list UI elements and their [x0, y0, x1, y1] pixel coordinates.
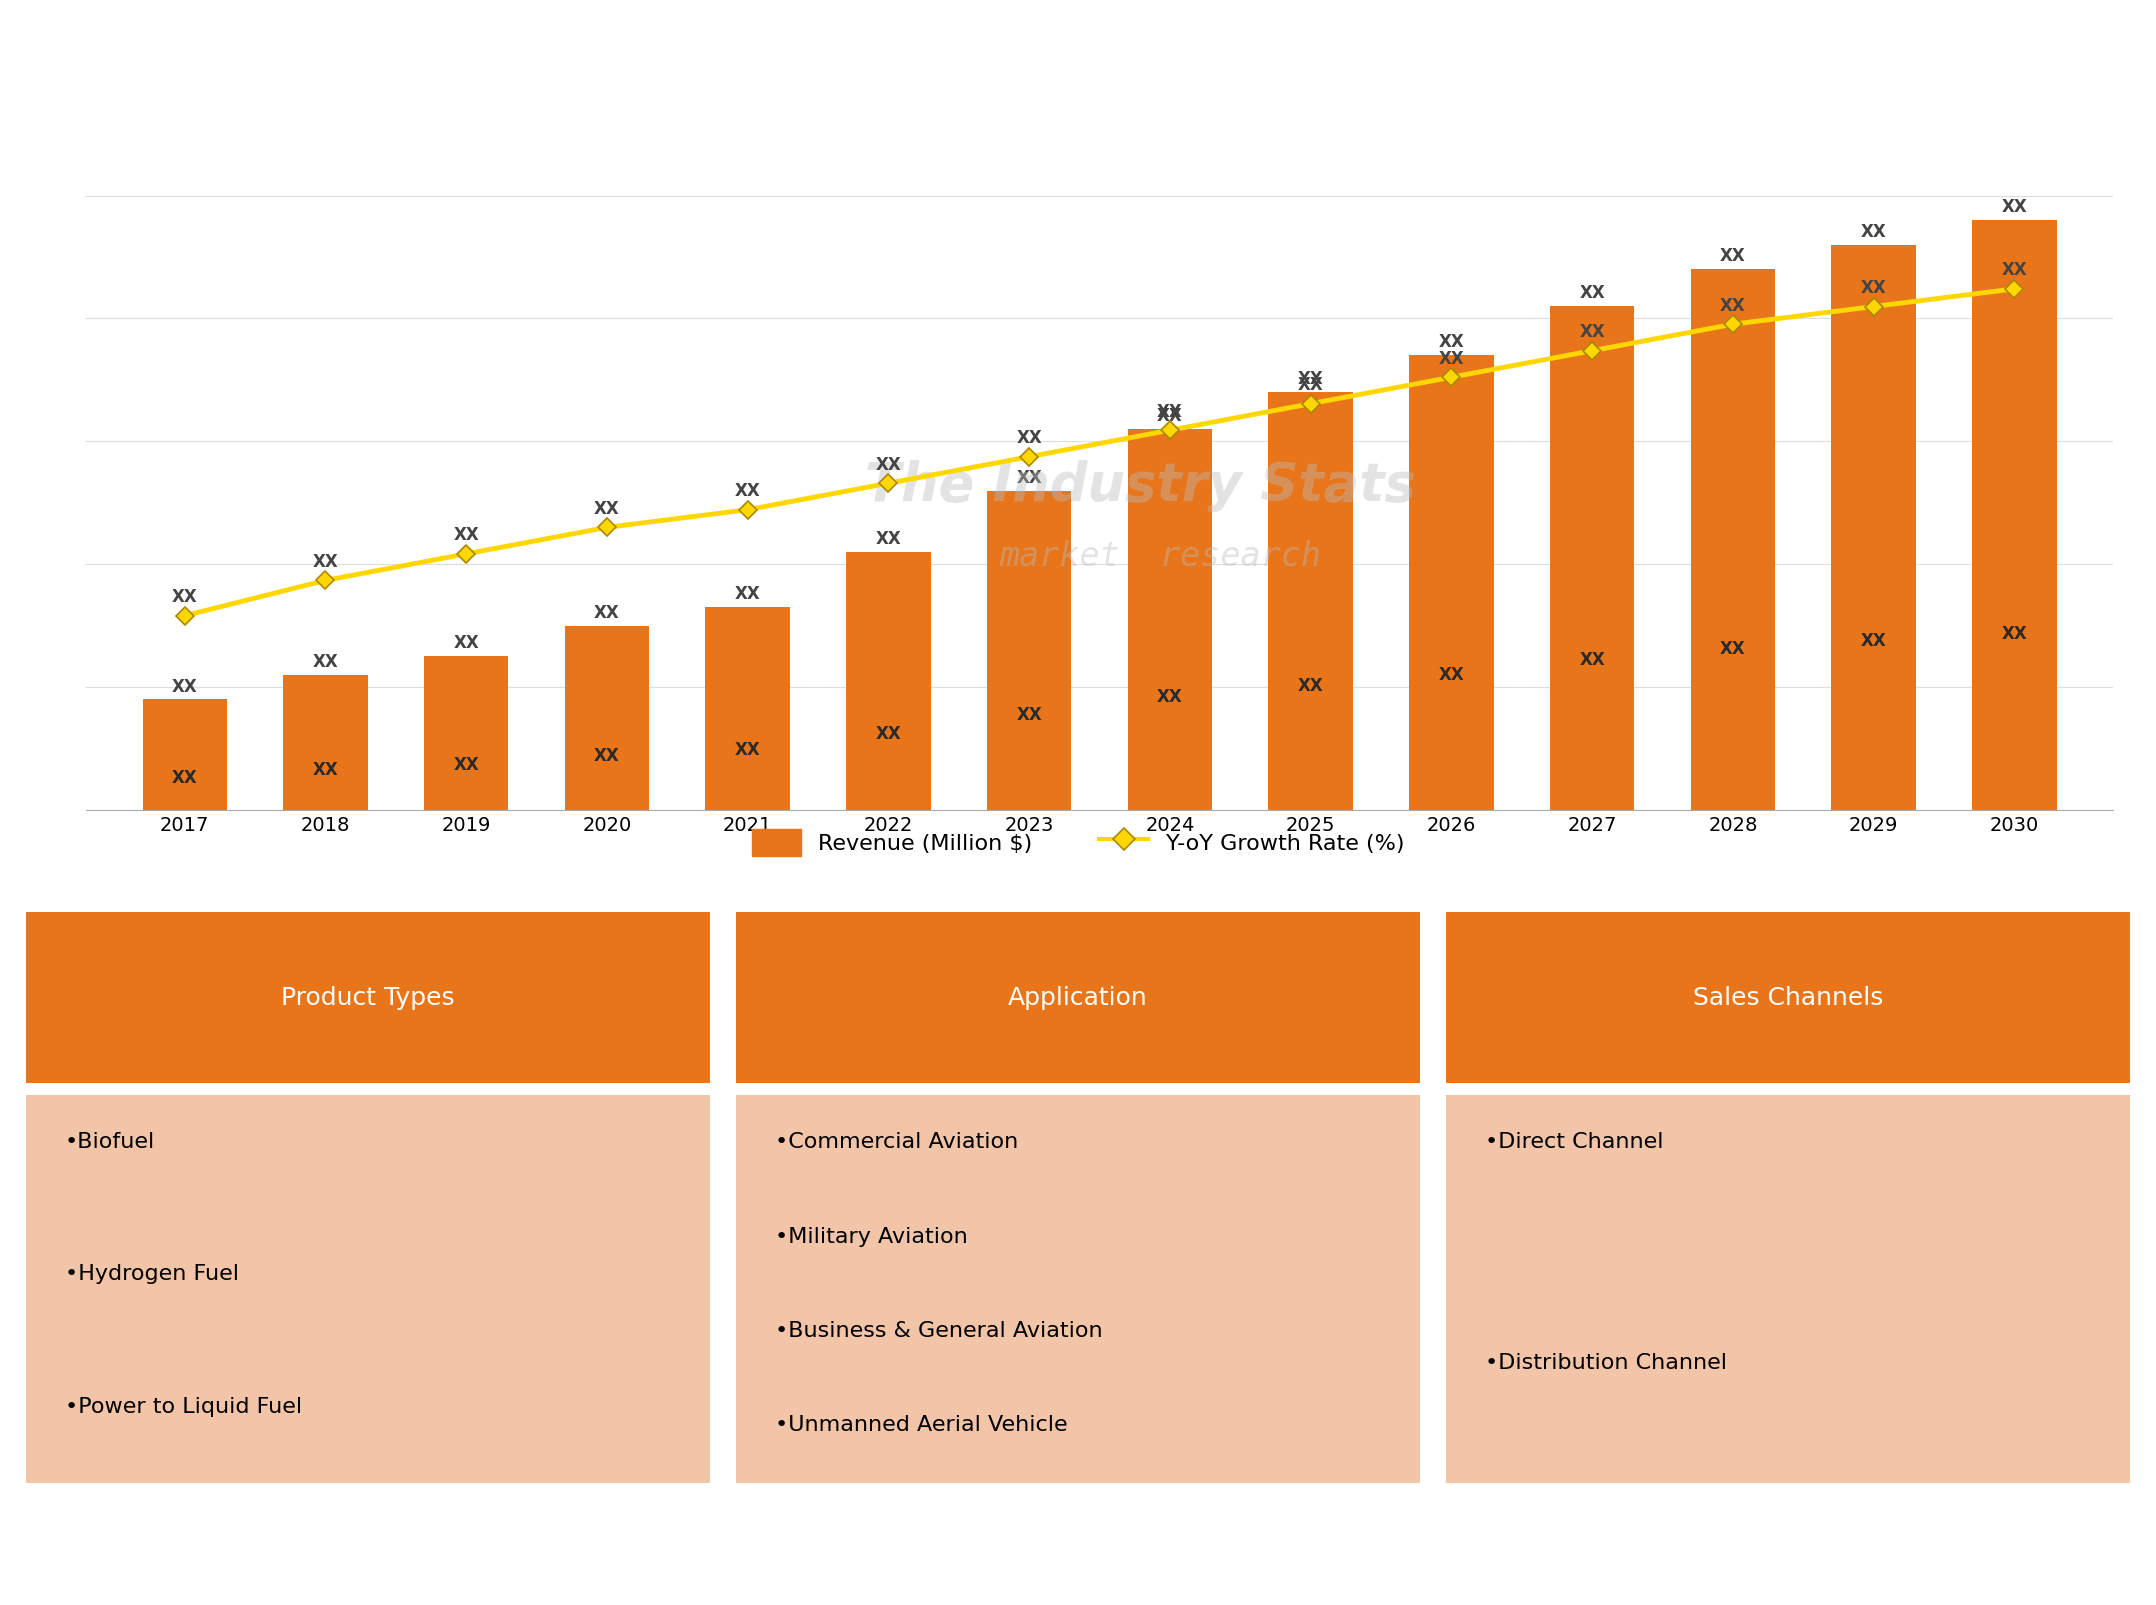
Text: XX: XX — [1015, 429, 1041, 446]
Text: •Hydrogen Fuel: •Hydrogen Fuel — [65, 1263, 239, 1284]
Text: •Distribution Channel: •Distribution Channel — [1485, 1351, 1727, 1372]
Text: •Business & General Aviation: •Business & General Aviation — [774, 1321, 1102, 1340]
Text: XX: XX — [735, 584, 761, 603]
Bar — [282, 676, 369, 811]
Text: XX: XX — [735, 482, 761, 499]
Bar — [565, 626, 649, 811]
Bar — [1830, 246, 1917, 811]
Text: XX: XX — [595, 746, 619, 764]
Bar — [26, 912, 709, 1083]
Text: market  research: market research — [1000, 539, 1322, 573]
Bar — [425, 656, 509, 811]
Text: Source: Theindustrystats Analysis: Source: Theindustrystats Analysis — [32, 1541, 407, 1560]
Text: XX: XX — [1438, 664, 1464, 684]
Text: XX: XX — [1298, 371, 1324, 388]
Text: XX: XX — [595, 603, 619, 621]
Text: XX: XX — [875, 530, 901, 547]
Text: Fig. Global Sustainable Aviation Fuel Market Status and Outlook: Fig. Global Sustainable Aviation Fuel Ma… — [26, 43, 1130, 72]
Text: •Unmanned Aerial Vehicle: •Unmanned Aerial Vehicle — [774, 1414, 1067, 1435]
Text: Application: Application — [1009, 985, 1147, 1010]
Text: XX: XX — [1298, 376, 1324, 393]
Bar — [1410, 356, 1494, 811]
Bar — [1447, 1095, 2130, 1483]
Bar — [1268, 393, 1354, 811]
Bar — [1550, 307, 1634, 811]
Bar — [142, 700, 226, 811]
Bar — [1973, 221, 2057, 811]
Text: XX: XX — [1438, 350, 1464, 368]
Text: XX: XX — [2001, 624, 2027, 642]
Text: XX: XX — [313, 552, 338, 570]
Bar — [26, 1095, 709, 1483]
Bar — [1690, 270, 1774, 811]
Text: Sales Channels: Sales Channels — [1692, 985, 1882, 1010]
Text: XX: XX — [2001, 197, 2027, 217]
Text: XX: XX — [1580, 650, 1604, 668]
Text: XX: XX — [1015, 469, 1041, 486]
Text: •Biofuel: •Biofuel — [65, 1132, 155, 1151]
Text: XX: XX — [1580, 323, 1604, 340]
Text: XX: XX — [453, 526, 479, 544]
Bar — [847, 552, 931, 811]
Text: XX: XX — [1861, 223, 1886, 241]
Text: XX: XX — [1298, 676, 1324, 695]
Text: Website: www.theindustrystats.com: Website: www.theindustrystats.com — [1725, 1541, 2124, 1560]
Text: Email: sales@theindustrystats.com: Email: sales@theindustrystats.com — [886, 1541, 1270, 1560]
Text: XX: XX — [875, 456, 901, 473]
Text: XX: XX — [1158, 687, 1184, 705]
Text: XX: XX — [1720, 639, 1746, 658]
Text: •Commercial Aviation: •Commercial Aviation — [774, 1132, 1018, 1151]
Text: •Power to Liquid Fuel: •Power to Liquid Fuel — [65, 1396, 302, 1416]
Text: XX: XX — [453, 634, 479, 652]
Bar — [1447, 912, 2130, 1083]
Text: Product Types: Product Types — [280, 985, 455, 1010]
Text: XX: XX — [313, 653, 338, 671]
Legend: Revenue (Million $), Y-oY Growth Rate (%): Revenue (Million $), Y-oY Growth Rate (%… — [752, 830, 1404, 855]
Text: XX: XX — [1015, 706, 1041, 724]
Text: XX: XX — [875, 724, 901, 742]
Text: XX: XX — [172, 587, 198, 605]
Text: XX: XX — [735, 742, 761, 759]
Text: XX: XX — [1580, 284, 1604, 302]
Text: •Military Aviation: •Military Aviation — [774, 1226, 968, 1245]
Bar — [987, 491, 1072, 811]
Text: XX: XX — [172, 769, 198, 786]
Text: XX: XX — [313, 761, 338, 778]
Text: XX: XX — [1720, 297, 1746, 315]
Bar — [735, 1095, 1421, 1483]
Text: XX: XX — [1861, 279, 1886, 297]
Bar — [735, 912, 1421, 1083]
Text: The Industry Stats: The Industry Stats — [865, 459, 1416, 512]
Text: •Direct Channel: •Direct Channel — [1485, 1132, 1662, 1151]
Text: XX: XX — [1720, 247, 1746, 265]
Text: XX: XX — [1438, 334, 1464, 351]
Bar — [1128, 430, 1212, 811]
Text: XX: XX — [595, 499, 619, 517]
Text: XX: XX — [1158, 403, 1184, 421]
Text: XX: XX — [1861, 632, 1886, 650]
Text: XX: XX — [453, 756, 479, 774]
Text: XX: XX — [2001, 262, 2027, 279]
Text: XX: XX — [1158, 408, 1184, 425]
Text: XX: XX — [172, 677, 198, 695]
Bar — [705, 608, 789, 811]
